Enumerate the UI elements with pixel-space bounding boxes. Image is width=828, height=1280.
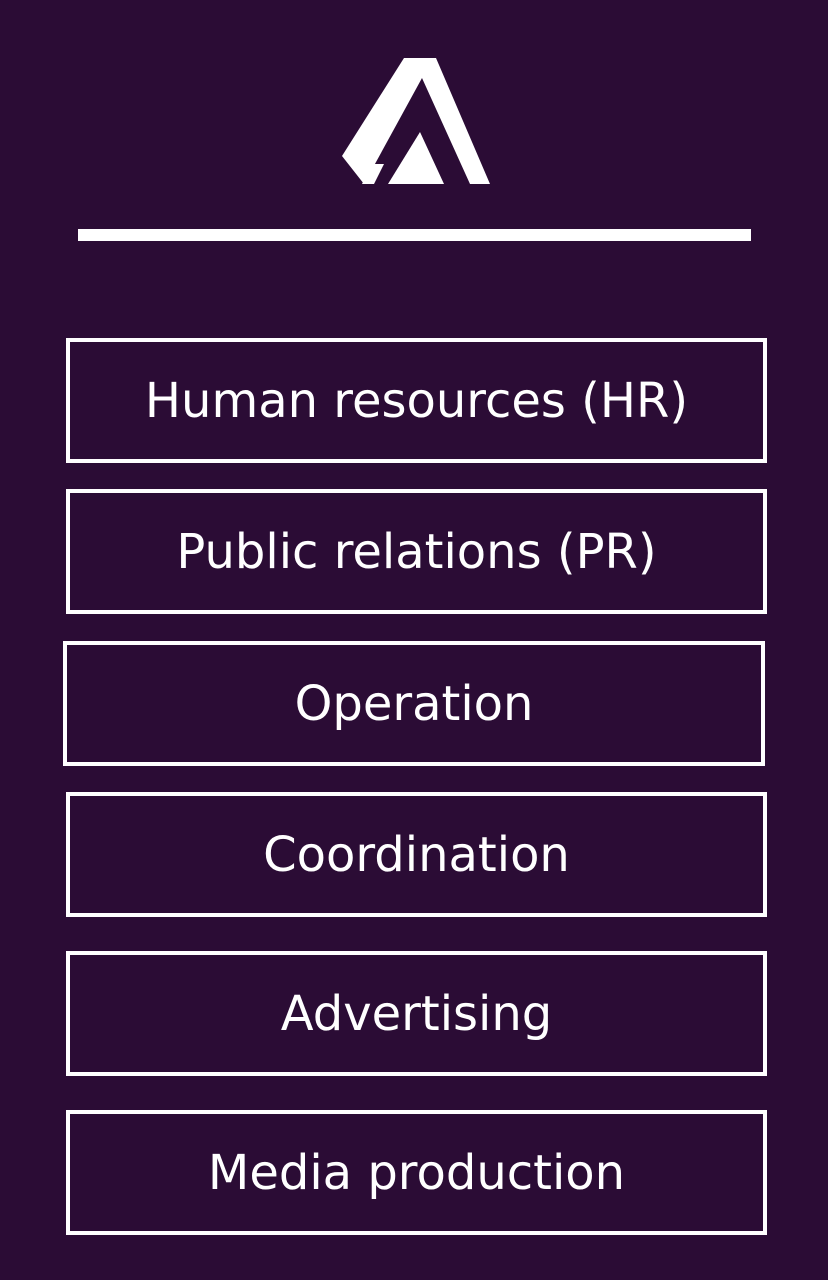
menu-item-advertising[interactable]: Advertising (66, 951, 767, 1076)
menu-item-human-resources[interactable]: Human resources (HR) (66, 338, 767, 463)
menu-item-coordination[interactable]: Coordination (66, 792, 767, 917)
header-divider (78, 229, 751, 241)
menu-item-label: Human resources (HR) (144, 372, 689, 429)
menu-item-media-production[interactable]: Media production (66, 1110, 767, 1235)
logo-icon (342, 58, 490, 184)
menu-item-public-relations[interactable]: Public relations (PR) (66, 489, 767, 614)
menu-item-label: Operation (294, 675, 534, 732)
menu-item-label: Media production (207, 1144, 626, 1201)
menu-item-operation[interactable]: Operation (63, 641, 765, 766)
menu-item-label: Public relations (PR) (176, 523, 657, 580)
menu-item-label: Advertising (280, 985, 553, 1042)
menu-item-label: Coordination (263, 826, 570, 883)
